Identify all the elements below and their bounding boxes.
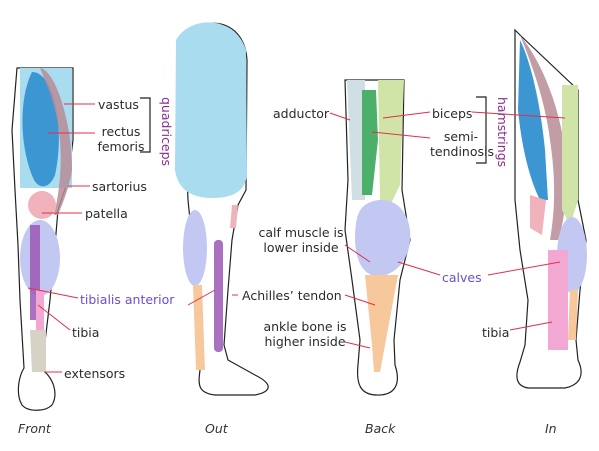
label-hamstrings: hamstrings [495,97,510,167]
label-semi-line1: semi- [430,129,492,144]
front-extensors-shape [30,330,46,372]
label-calf-line1: calf muscle is [254,225,348,240]
label-achilles-tendon: Achilles’ tendon [242,288,342,303]
out-calf-shape [183,210,207,286]
back-leg [345,80,410,395]
label-ankle-line2: higher inside [258,334,352,349]
label-quadriceps: quadriceps [159,97,174,166]
label-tibia-in: tibia [482,325,509,340]
label-rectus-line2: femoris [97,139,145,154]
in-leg [515,30,587,388]
label-semi-line2: tendinosis [430,144,492,159]
label-rectus-line1: rectus [97,124,145,139]
label-biceps: biceps [432,106,472,121]
label-tibialis-anterior: tibialis anterior [80,292,174,307]
caption-in: In [545,421,557,436]
label-calves: calves [442,270,482,285]
front-patella-shape [28,191,56,219]
caption-front: Front [18,421,51,436]
caption-out: Out [205,421,228,436]
out-leg [175,22,268,395]
label-calf-muscle: calf muscle is lower inside [254,225,348,255]
caption-back: Back [365,421,395,436]
label-rectus-femoris: rectus femoris [97,124,145,154]
label-tibia-front: tibia [72,325,99,340]
label-ankle-line1: ankle bone is [258,319,352,334]
in-hamstrings-shape [562,85,578,225]
label-patella: patella [85,206,128,221]
label-extensors: extensors [64,366,125,381]
label-calf-line2: lower inside [254,240,348,255]
out-tibialis-shape [214,240,223,352]
front-leg [12,68,73,410]
label-adductor: adductor [273,106,329,121]
label-ankle-bone: ankle bone is higher inside [258,319,352,349]
label-vastus: vastus [98,97,139,112]
in-tibia-shape [548,250,568,350]
out-thigh-shape [175,22,247,198]
label-semitendinosis: semi- tendinosis [430,129,492,159]
label-sartorius: sartorius [92,179,147,194]
